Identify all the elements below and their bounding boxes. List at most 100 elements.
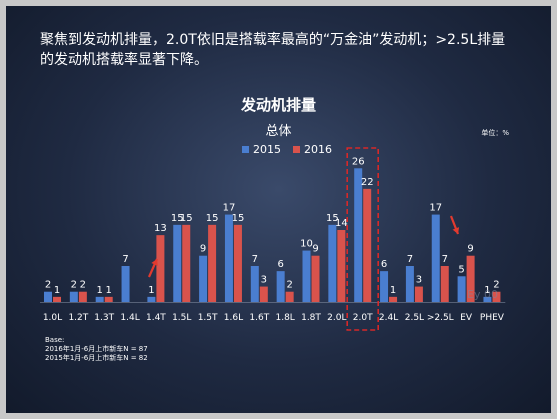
category-label-1.2T: 1.2T [68, 313, 88, 323]
data-label-2015-2.4L: 6 [381, 259, 387, 270]
bar-2015-1.5T [199, 255, 208, 302]
bar-2015-1.4L [121, 266, 130, 302]
legend-label-2015: 2015 [253, 143, 281, 156]
data-label-2015-1.4L: 7 [122, 254, 128, 265]
bar-2015-EV [457, 276, 466, 302]
bar-chart: 2 11.0L2 21.2T1 11.3T71.4L1131.4T15151.5L91… [40, 147, 506, 331]
data-label-2016-EV: 9 [467, 244, 473, 255]
bar-2016-EV [466, 255, 475, 302]
bar-2016-1.6T [259, 286, 268, 302]
bar-2015->2.5L [431, 214, 440, 302]
base-note-line-2015: 2015年1月-6月上市新车N = 82 [45, 354, 148, 362]
data-label-2016-1.5L: 15 [180, 213, 193, 224]
category-label-EV: EV [460, 313, 473, 323]
bar-2015-1.5L [173, 224, 182, 302]
data-label-2015-1.8T: 10 [300, 239, 313, 250]
bar-2015-2.0T [354, 168, 363, 302]
bar-2015-1.3T [95, 296, 104, 302]
bar-2015-2.0L [328, 224, 337, 302]
bar-2015-1.8T [302, 250, 311, 302]
bar-2016-1.5L [182, 224, 191, 302]
category-label-1.8L: 1.8L [275, 313, 294, 323]
legend-item-2016: 2016 [293, 143, 332, 156]
headline: 聚焦到发动机排量，2.0T依旧是搭载率最高的“万金油”发动机；>2.5L排量 的… [40, 32, 506, 68]
data-label-2015-1.6L: 17 [223, 203, 236, 214]
bar-2015-1.2T [69, 291, 78, 302]
category-label->2.5L: >2.5L [427, 313, 454, 323]
category-label-1.3T: 1.3T [94, 313, 114, 323]
legend: 2015 2016 [242, 143, 332, 156]
data-label-2016-1.0L: 1 [54, 285, 60, 296]
data-label-2016-PHEV: 2 [493, 280, 499, 291]
legend-label-2016: 2016 [304, 143, 332, 156]
data-label-2016-1.6T: 3 [261, 275, 267, 286]
data-label-2016-1.2T: 2 [80, 280, 86, 291]
base-note-line-2016: 2016年1月-6月上市新车N = 87 [45, 345, 148, 353]
bar-2015-1.0L [44, 291, 52, 302]
data-label-2015-1.6T: 7 [252, 254, 258, 265]
data-label-2016-2.0T: 22 [361, 177, 374, 188]
bar-2015-1.6T [250, 266, 259, 302]
highlight-box-2.0T [346, 147, 380, 331]
data-label-2016-2.0L: 14 [335, 218, 348, 229]
bar-2016->2.5L [440, 266, 449, 302]
bar-2016-2.5L [414, 286, 423, 302]
chart-subtitle: 总体 [265, 124, 292, 139]
bar-2016-2.0T [363, 188, 372, 302]
data-label-2016-1.5T: 15 [206, 213, 219, 224]
data-label-2015-PHEV: 1 [484, 285, 490, 296]
bar-2015-2.4L [380, 271, 389, 302]
category-label-2.0L: 2.0L [327, 313, 346, 323]
data-label-2015-1.0L: 2 [45, 280, 51, 291]
arrow-up-1.4T-head [151, 259, 158, 266]
data-label-2016-1.3T: 1 [106, 285, 112, 296]
data-label-2015-1.5L: 15 [171, 213, 184, 224]
slide: 聚焦到发动机排量，2.0T依旧是搭载率最高的“万金油”发动机；>2.5L排量 的… [6, 6, 551, 413]
bar-2016-1.8L [285, 291, 294, 302]
data-label-2015-1.3T: 1 [97, 285, 103, 296]
bar-2016-1.2T [78, 291, 87, 302]
data-label-2015-EV: 5 [458, 264, 464, 275]
data-label-2015-1.4T: 1 [148, 285, 154, 296]
category-label-1.4T: 1.4T [146, 313, 166, 323]
base-note: Base: 2016年1月-6月上市新车N = 87 2015年1月-6月上市新… [45, 336, 148, 363]
bar-2015-1.4T [147, 296, 156, 302]
bar-2016-1.6L [233, 224, 242, 302]
data-label-2016-2.4L: 1 [390, 285, 396, 296]
data-label-2016-2.5L: 3 [416, 275, 422, 286]
data-label-2016-1.8T: 9 [312, 244, 318, 255]
bar-2015-1.8L [276, 271, 285, 302]
bar-2015-PHEV [483, 296, 492, 302]
bar-2016-2.4L [389, 296, 398, 302]
data-label-2015-2.0T: 26 [352, 156, 365, 167]
category-label-2.0T: 2.0T [353, 313, 373, 323]
data-label-2016-1.4T: 13 [154, 223, 167, 234]
bar-2016-1.0L [53, 296, 61, 302]
data-label-2015-1.2T: 2 [71, 280, 77, 291]
data-label-2015->2.5L: 17 [429, 203, 442, 214]
watermark-text: Ey 00 [467, 288, 498, 301]
bar-2015-2.5L [405, 266, 414, 302]
category-label-1.6L: 1.6L [224, 313, 243, 323]
bar-2016-PHEV [492, 291, 501, 302]
chart-title: 发动机排量 [240, 96, 316, 114]
category-label-1.5T: 1.5T [198, 313, 218, 323]
base-note-title: Base: [45, 336, 65, 344]
bar-2016-1.8T [311, 255, 320, 302]
data-label-2015-2.0L: 15 [326, 213, 339, 224]
bar-2015-1.6L [224, 214, 233, 302]
legend-swatch-2015 [242, 146, 249, 153]
category-label-1.6T: 1.6T [249, 313, 269, 323]
data-label-2015-2.5L: 7 [407, 254, 413, 265]
category-label-1.0L: 1.0L [43, 313, 62, 323]
arrow-down-2.5L-head [452, 227, 460, 234]
category-label-2.4L: 2.4L [379, 313, 398, 323]
category-label-1.8T: 1.8T [301, 313, 321, 323]
data-label-2016->2.5L: 7 [442, 254, 448, 265]
data-label-2015-1.8L: 6 [277, 259, 283, 270]
legend-item-2015: 2015 [242, 143, 281, 156]
category-label-1.5L: 1.5L [172, 313, 191, 323]
bar-2016-1.4T [156, 235, 165, 302]
bar-2016-1.3T [104, 296, 113, 302]
category-label-PHEV: PHEV [480, 313, 505, 323]
